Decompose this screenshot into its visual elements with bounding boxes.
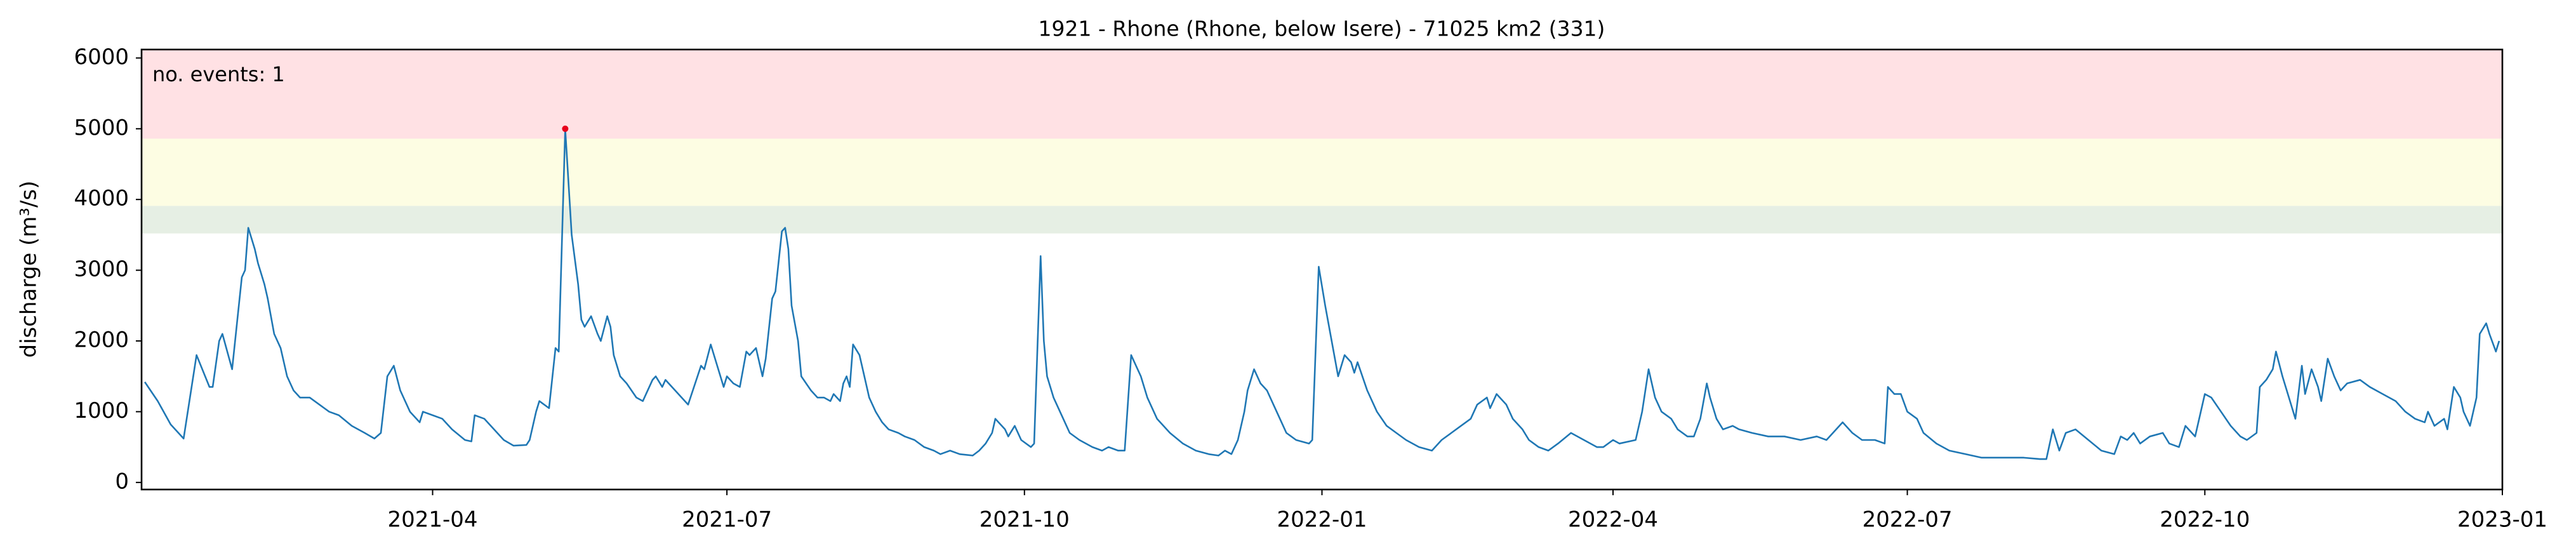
y-tick-label: 2000 bbox=[74, 328, 129, 353]
x-tick-label: 2022-01 bbox=[1277, 507, 1367, 533]
y-tick-label: 3000 bbox=[74, 257, 129, 282]
discharge-line bbox=[144, 128, 2500, 460]
threshold-band bbox=[142, 138, 2502, 206]
x-tick-label: 2022-10 bbox=[2160, 507, 2250, 533]
x-tick-label: 2021-04 bbox=[387, 507, 477, 533]
y-tick-label: 4000 bbox=[74, 186, 129, 211]
x-tick-label: 2022-04 bbox=[1568, 507, 1658, 533]
x-tick-label: 2021-10 bbox=[979, 507, 1070, 533]
y-tick-label: 0 bbox=[115, 469, 129, 494]
y-tick-label: 1000 bbox=[74, 398, 129, 423]
event-marker bbox=[562, 125, 569, 132]
threshold-bands bbox=[142, 50, 2502, 234]
threshold-band bbox=[142, 50, 2502, 139]
x-tick-label: 2023-01 bbox=[2457, 507, 2547, 533]
chart-title: 1921 - Rhone (Rhone, below Isere) - 7102… bbox=[1039, 17, 1605, 41]
y-axis-label: discharge (m³/s) bbox=[17, 181, 42, 358]
y-tick-label: 5000 bbox=[74, 115, 129, 140]
plot-area bbox=[144, 125, 2500, 460]
x-tick-label: 2022-07 bbox=[1862, 507, 1953, 533]
x-tick-label: 2021-07 bbox=[682, 507, 772, 533]
threshold-band bbox=[142, 206, 2502, 234]
y-tick-label: 6000 bbox=[74, 44, 129, 70]
event-count: no. events: 1 bbox=[152, 62, 285, 86]
